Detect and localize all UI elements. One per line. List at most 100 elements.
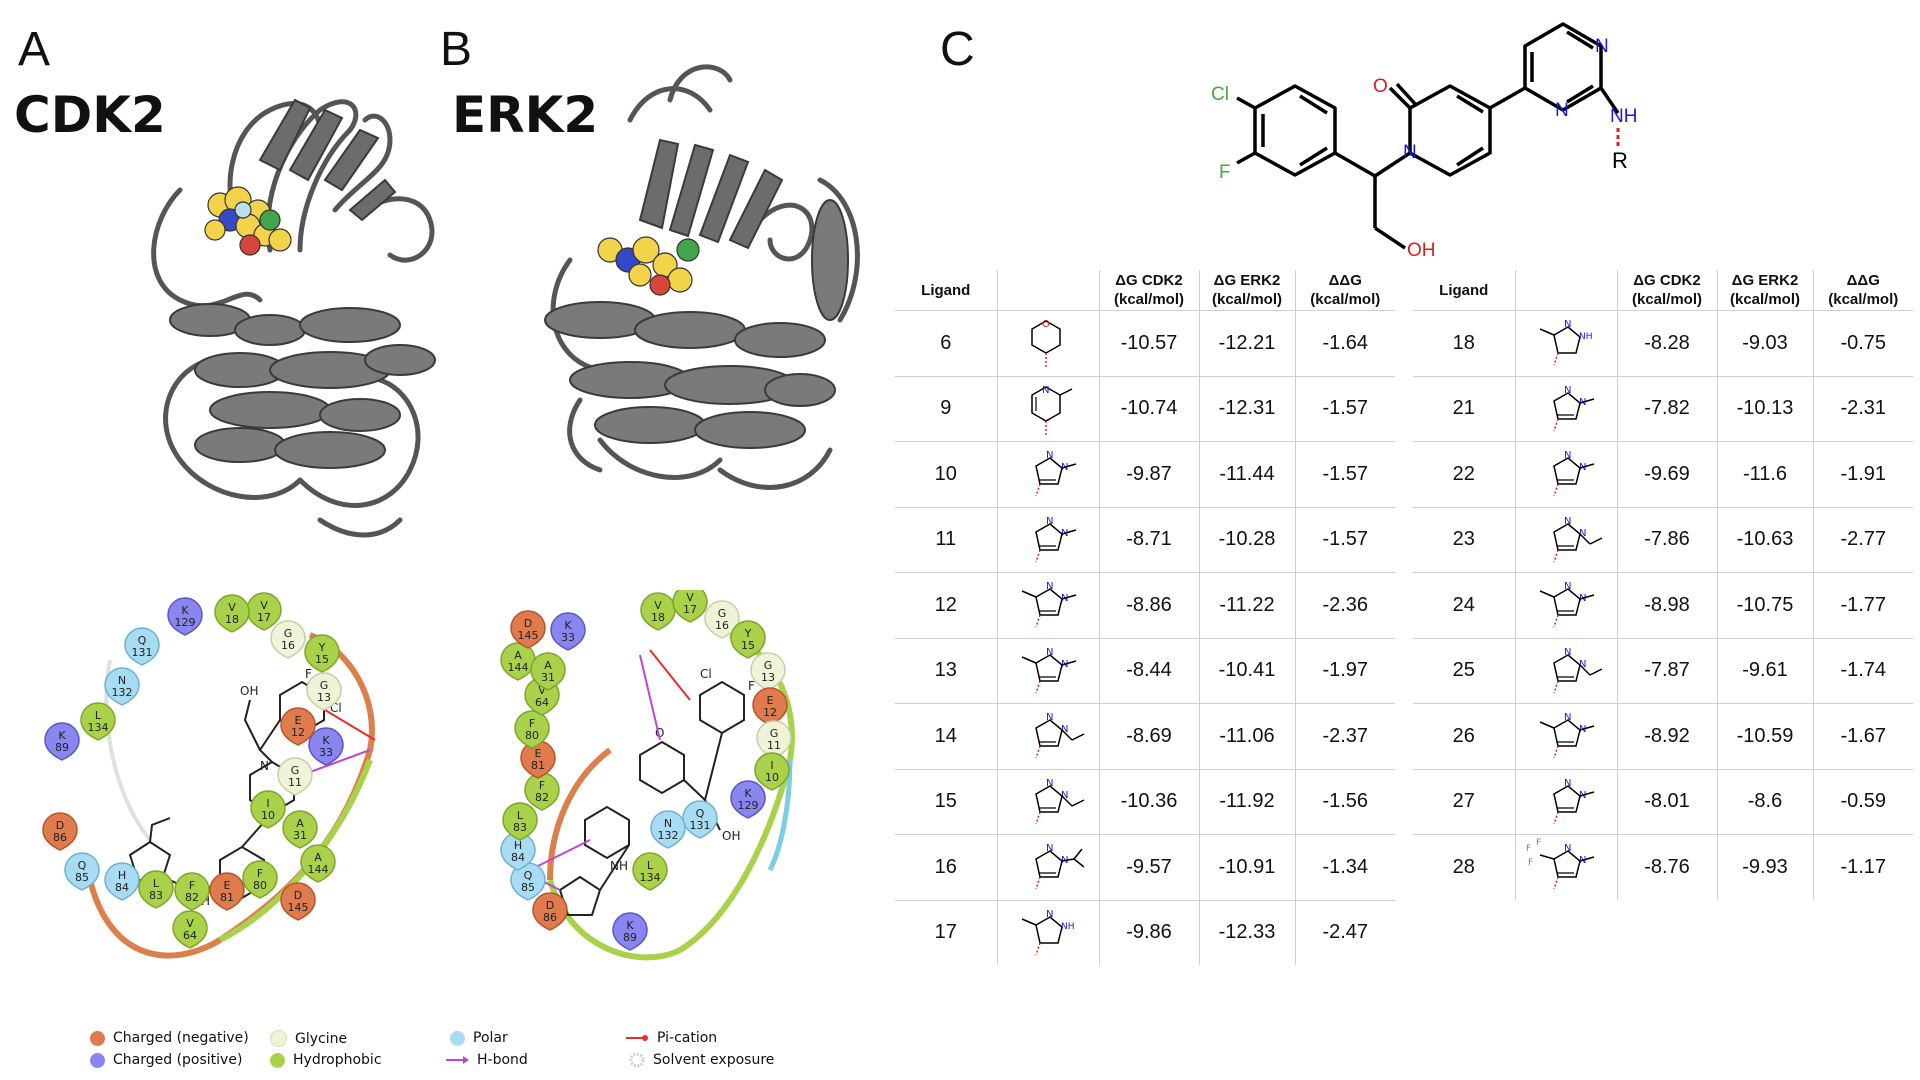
h-bond-arrow-icon	[446, 1056, 469, 1064]
structure-cell: N N	[1514, 572, 1617, 638]
panel-letter-a: A	[18, 23, 51, 76]
scaffold-nh-label: NH	[1610, 106, 1637, 127]
svg-text:F: F	[1526, 844, 1531, 854]
cdk2-residue-letter-q131: Q	[138, 634, 147, 647]
table-row: 18 N NH -8.28 -9.03 -0.75	[1413, 310, 1913, 376]
dg-erk2-cell: -11.6	[1716, 441, 1813, 507]
legend-item-pi-cation: Pi-cation	[625, 1030, 717, 1046]
scaffold-n1-label: N	[1595, 36, 1609, 57]
ddg-cell: -2.31	[1812, 375, 1913, 442]
ligand-6-r-group-structure: O	[1031, 319, 1061, 368]
dg-cdk2-cell: -9.86	[1098, 899, 1199, 965]
column-header-dg-erk2: ΔG ERK2 (kcal/mol)	[1198, 270, 1295, 311]
ddg-cell: -1.77	[1812, 572, 1913, 638]
ligand-16-r-group-structure: N N	[1035, 843, 1085, 890]
erk2-residue-number-g13: 13	[761, 671, 775, 684]
structure-cell: N N	[996, 768, 1099, 835]
cdk2-residue-number-g13: 13	[317, 691, 331, 704]
erk2-residue-i10	[754, 752, 790, 791]
ddg-cell: -1.67	[1812, 703, 1913, 769]
table-row: 13 N N -8.44-10.41-1.97	[895, 637, 1395, 704]
cdk2-residue-v64	[172, 910, 208, 949]
ligand-id-cell: 27	[1413, 768, 1515, 835]
table-row: 9 N -10.74 -12.31 -1.57	[895, 375, 1395, 442]
table-row: 22 N N -9.69-11.6-1.91	[1413, 441, 1913, 507]
dg-erk2-cell: -9.03	[1716, 310, 1813, 376]
cdk2-residue-letter-g16: G	[284, 627, 293, 640]
dg-erk2-cell: -10.91	[1198, 834, 1295, 900]
svg-text:N: N	[1046, 909, 1053, 920]
ddg-cell: -1.97	[1294, 637, 1395, 704]
table-row: 26 N N -8.92-10.59-1.67	[1413, 703, 1913, 769]
table-row: 11 N N -8.71-10.28-1.57	[895, 506, 1395, 573]
svg-text:N: N	[1046, 516, 1053, 527]
erk2-residue-number-e81: 81	[531, 759, 545, 772]
cdk2-residue-number-f82: 82	[185, 891, 199, 904]
legend-label: H-bond	[477, 1052, 528, 1068]
ddg-cell: -1.91	[1812, 441, 1913, 507]
erk2-residue-v17	[672, 590, 708, 623]
structure-cell: N N	[996, 834, 1099, 900]
legend-swatch-icon	[270, 1052, 285, 1068]
structure-cell: O	[996, 310, 1099, 376]
erk2-residue-number-f80: 80	[525, 729, 539, 742]
dg-cdk2-cell: -10.74	[1098, 375, 1199, 442]
cdk2-residue-q85	[64, 852, 100, 891]
column-header-ligand: Ligand	[921, 281, 971, 299]
structure-cell: N N	[1514, 703, 1617, 769]
ligand-22-r-group-structure: N N	[1553, 450, 1595, 497]
svg-text:N: N	[1579, 528, 1586, 539]
ligand-id-cell: 26	[1413, 703, 1515, 769]
structure-cell: N N F F F	[1514, 834, 1617, 900]
ligand-23-r-group-structure: N N	[1553, 516, 1603, 562]
erk2-residue-letter-g11: G	[770, 727, 779, 740]
cdk2-diagram-oh-label: OH	[240, 684, 258, 698]
erk2-residue-number-f82: 82	[535, 791, 549, 804]
legend-label: Solvent exposure	[653, 1052, 775, 1068]
cdk2-diagram-n-label: N	[260, 759, 269, 773]
svg-text:N: N	[1564, 516, 1571, 527]
dg-erk2-cell: -10.63	[1716, 506, 1813, 573]
column-header-structure	[996, 270, 1099, 311]
structure-cell: N N	[996, 441, 1099, 507]
legend-item-charged-negative: Charged (negative)	[90, 1030, 249, 1046]
dg-cdk2-cell: -8.01	[1616, 768, 1717, 835]
cdk2-residue-a31	[282, 810, 318, 849]
erk2-residue-number-g11: 11	[767, 739, 781, 752]
ddg-cell: -2.77	[1812, 506, 1913, 573]
erk2-residue-k33	[550, 612, 586, 651]
erk2-residue-number-k33: 33	[561, 631, 575, 644]
ligand-id-cell: 28	[1413, 834, 1515, 900]
column-header-dg-erk2: ΔG ERK2 (kcal/mol)	[1716, 270, 1813, 311]
cdk2-residue-letter-e12: E	[295, 714, 302, 727]
cdk2-residue-v17	[246, 592, 282, 631]
cdk2-residue-v18	[214, 594, 250, 633]
legend-swatch-icon	[450, 1030, 465, 1046]
ligand-id-cell: 24	[1413, 572, 1515, 638]
dg-erk2-cell: -10.75	[1716, 572, 1813, 638]
erk2-residue-k129	[730, 780, 766, 819]
ligand-13-r-group-structure: N N	[1021, 647, 1077, 693]
legend-item-glycine: Glycine	[270, 1030, 347, 1047]
erk2-residue-letter-k89: K	[626, 919, 634, 932]
cdk2-residue-e81	[209, 872, 245, 911]
erk2-diagram-cl-label: Cl	[700, 667, 712, 681]
dg-cdk2-cell: -10.57	[1098, 310, 1199, 376]
structure-cell: N N	[1514, 441, 1617, 507]
ligand-id-cell: 25	[1413, 637, 1515, 704]
cdk2-residue-i10	[250, 790, 286, 829]
panel-letter-b: B	[440, 23, 473, 76]
ligand-id-cell: 6	[895, 310, 997, 376]
cdk2-residue-number-i10: 10	[261, 809, 275, 822]
pi-cation-line-icon	[626, 1035, 648, 1041]
cdk2-residue-e12	[280, 707, 316, 746]
svg-text:N: N	[1046, 647, 1053, 658]
structure-cell: N N	[1514, 375, 1617, 442]
table-row: 27 N N -8.01-8.6-0.59	[1413, 768, 1913, 835]
table-row: 17 N NH -9.86 -12.33 -2.47	[895, 899, 1395, 965]
cdk2-residue-n132	[104, 667, 140, 706]
cdk2-residue-number-f80: 80	[253, 879, 267, 892]
ligand-26-r-group-structure: N N	[1539, 712, 1595, 759]
erk2-cartoon-structure	[544, 64, 860, 490]
legend-label: Glycine	[295, 1030, 348, 1047]
